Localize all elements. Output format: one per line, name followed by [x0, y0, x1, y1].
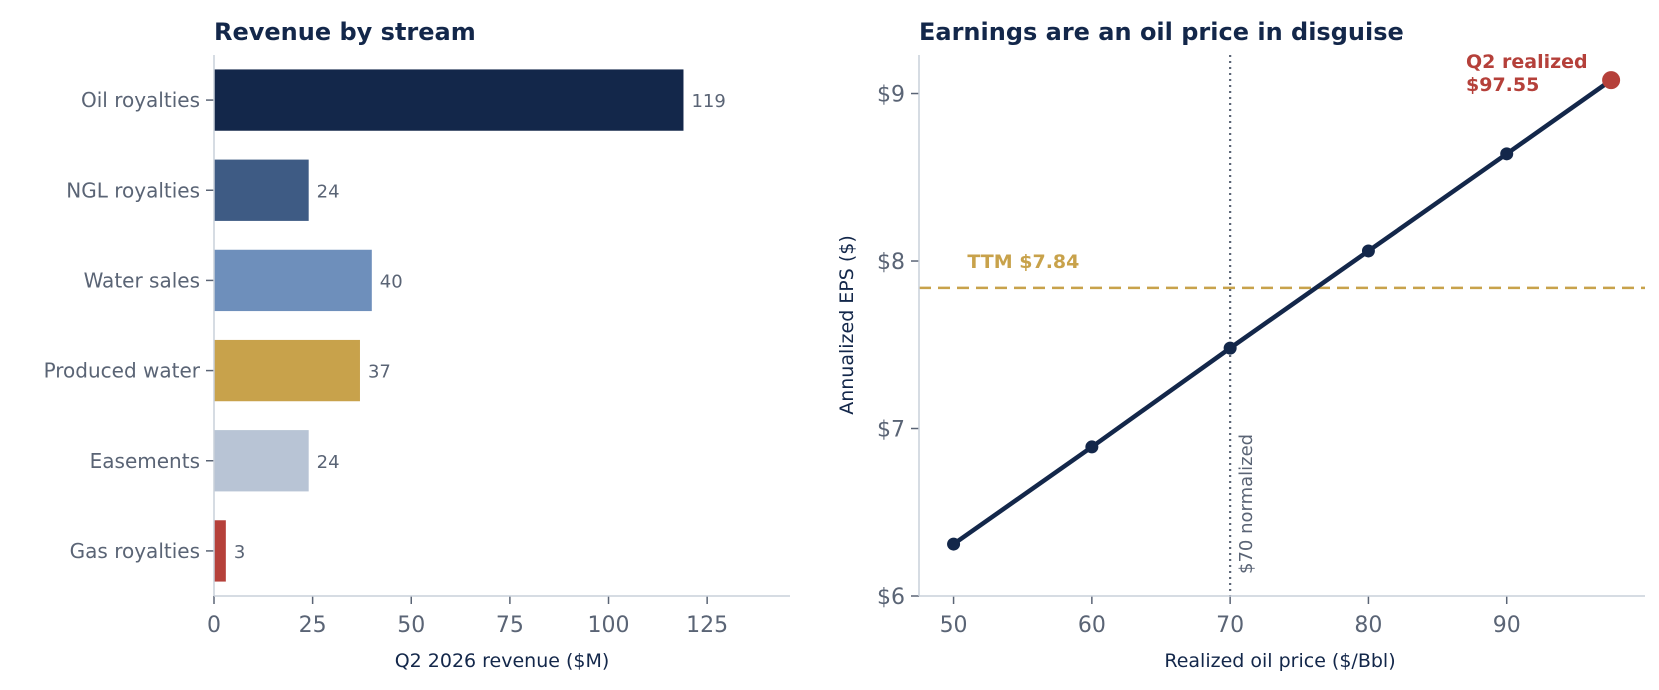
x-tick-label: 90 [1493, 613, 1521, 638]
bar-produced-water [214, 339, 360, 402]
eps-x-axis-label: Realized oil price ($/Bbl) [1164, 650, 1395, 672]
bar-easements [214, 430, 309, 492]
bar-value-label: 24 [317, 181, 340, 202]
eps-chart-title: Earnings are an oil price in disguise [919, 18, 1404, 46]
eps-reference-lines: TTM $7.84 $70 normalized [919, 55, 1645, 596]
y-tick-label: $7 [877, 418, 905, 443]
eps-point [1361, 244, 1375, 258]
q2-realized-value: $97.55 [1466, 74, 1539, 96]
x-tick-label: 25 [299, 613, 327, 638]
bar-value-label: 24 [317, 452, 340, 473]
x-tick-label: 70 [1216, 613, 1244, 638]
bar-value-label: 37 [368, 362, 391, 383]
eps-chart: Earnings are an oil price in disguise 50… [836, 18, 1645, 672]
category-label: NGL royalties [66, 178, 200, 202]
category-label: Easements [90, 449, 200, 473]
eps-y-axis-label: Annualized EPS ($) [836, 235, 858, 415]
x-tick-label: 50 [397, 613, 425, 638]
x-tick-label: 50 [940, 613, 968, 638]
revenue-x-ticks: Oil royalties NGL royalties Water sales Pro… [44, 88, 729, 638]
eps-point [947, 537, 961, 551]
eps-line [952, 78, 1613, 546]
y-tick-label: $9 [877, 83, 905, 108]
revenue-chart: Revenue by stream Oil royalties NGL royal… [44, 18, 790, 672]
bar-ngl-royalties [214, 159, 309, 221]
bar-value-label: 119 [691, 91, 725, 112]
category-label: Gas royalties [70, 539, 200, 563]
bar-water-sales [214, 249, 372, 312]
x-tick-label: 80 [1354, 613, 1382, 638]
category-label: Produced water [44, 359, 201, 383]
eps-series: Q2 realized$97.55 [947, 51, 1621, 551]
category-label: Oil royalties [81, 88, 200, 112]
q2-realized-point [1602, 71, 1621, 90]
bar-value-label: 40 [380, 271, 403, 292]
eps-ticks: 50 60 70 80 90 $6 $7 $8 $9 [877, 83, 1521, 638]
x-tick-label: 100 [588, 613, 630, 638]
ttm-label: TTM $7.84 [967, 251, 1079, 273]
bar-value-label: 3 [234, 542, 245, 563]
revenue-bars: 119 24 40 37 24 3 [214, 69, 726, 582]
revenue-chart-title: Revenue by stream [214, 18, 476, 46]
x-tick-label: 60 [1078, 613, 1106, 638]
bar-gas-royalties [214, 520, 226, 582]
x-tick-label: 0 [207, 613, 221, 638]
category-label: Water sales [84, 268, 200, 292]
y-tick-label: $8 [877, 250, 905, 275]
eps-point [1223, 341, 1237, 355]
revenue-x-axis-label: Q2 2026 revenue ($M) [395, 650, 610, 672]
bar-oil-royalties [214, 69, 684, 131]
eps-point [1085, 440, 1099, 454]
normalized-label: $70 normalized [1236, 434, 1257, 574]
eps-point [1500, 147, 1514, 161]
x-tick-label: 125 [686, 613, 728, 638]
q2-realized-label: Q2 realized [1466, 51, 1588, 73]
y-tick-label: $6 [877, 585, 905, 610]
x-tick-label: 75 [496, 613, 524, 638]
